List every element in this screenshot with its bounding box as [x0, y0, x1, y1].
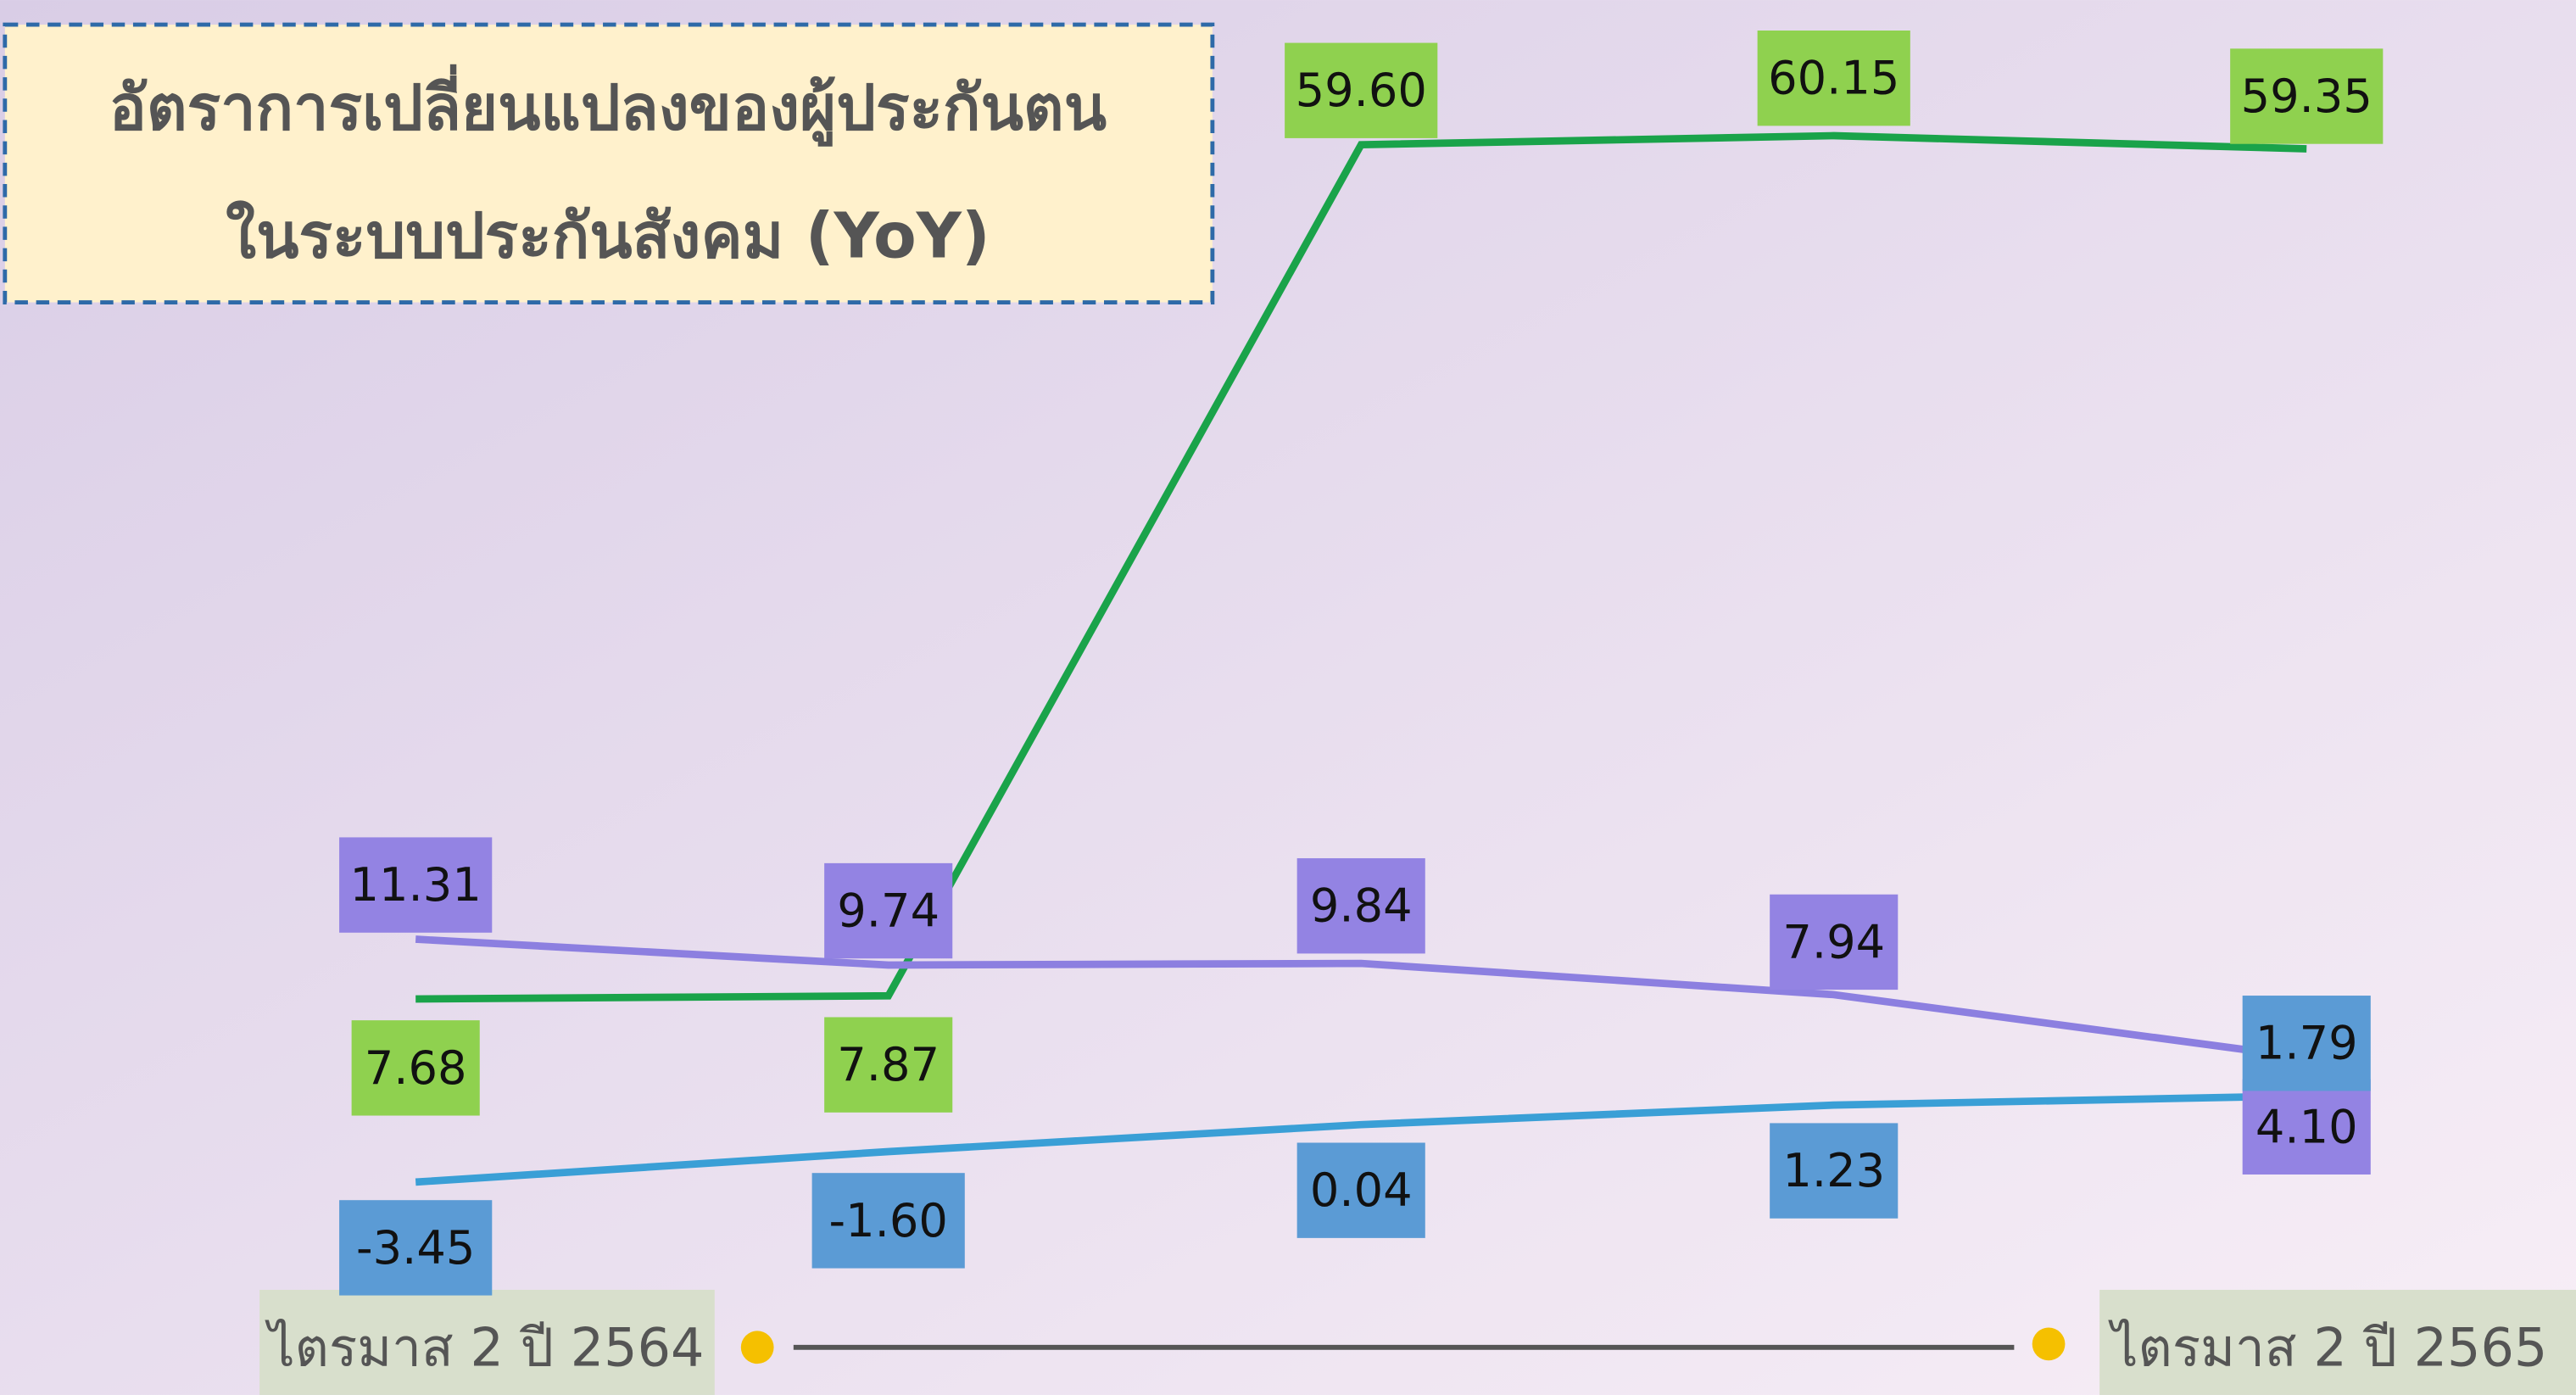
- value-label-box: [824, 1017, 953, 1113]
- value-label: -3.45: [356, 1221, 475, 1275]
- timeline-dot: [2032, 1327, 2066, 1361]
- value-label-box: [824, 862, 953, 959]
- value-label-box: [1296, 1142, 1425, 1238]
- value-label: 9.84: [1310, 879, 1413, 933]
- value-label: 1.79: [2255, 1017, 2358, 1070]
- value-label: 11.31: [350, 858, 482, 912]
- value-label-box: [339, 837, 493, 933]
- value-label: 1.23: [1782, 1144, 1885, 1197]
- value-label: 0.04: [1310, 1163, 1413, 1217]
- value-label: 7.87: [837, 1038, 940, 1091]
- value-label: 60.15: [1768, 52, 1899, 105]
- value-label-box: [2230, 48, 2384, 144]
- value-label: -1.60: [829, 1194, 948, 1247]
- value-label-box: [1770, 894, 1899, 990]
- chart-title: ในระบบประกันสังคม (YoY): [226, 200, 990, 273]
- value-label: 7.68: [365, 1041, 467, 1095]
- value-label-box: [351, 1020, 480, 1116]
- series-line: [415, 1091, 2307, 1186]
- value-label-box: [1757, 31, 1910, 126]
- value-label-box: [339, 1200, 493, 1296]
- x-tick-label: ไตรมาส 2 ปี 2565: [2107, 1316, 2547, 1378]
- x-tick-label: ไตรมาส 2 ปี 2564: [265, 1316, 705, 1378]
- value-label: 59.60: [1296, 64, 1427, 117]
- series-line: [415, 935, 2307, 1062]
- value-label: 4.10: [2255, 1100, 2358, 1153]
- value-label-box: [2242, 996, 2371, 1091]
- value-label-box: [1770, 1123, 1899, 1219]
- value-label: 59.35: [2241, 70, 2372, 123]
- start-label-box: [259, 1289, 715, 1395]
- value-label-box: [2242, 1079, 2371, 1175]
- title-box: [3, 22, 1215, 304]
- end-label-box: [2099, 1289, 2576, 1395]
- timeline-dot: [740, 1331, 774, 1364]
- value-label-box: [811, 1173, 965, 1269]
- series-line: [415, 131, 2307, 1003]
- chart-title: อัตราการเปลี่ยนแปลงของผู้ประกันตน: [109, 63, 1107, 147]
- value-label-box: [1285, 42, 1438, 138]
- value-label: 7.94: [1782, 915, 1885, 968]
- value-label: 9.74: [837, 884, 940, 938]
- value-label-box: [1296, 858, 1425, 954]
